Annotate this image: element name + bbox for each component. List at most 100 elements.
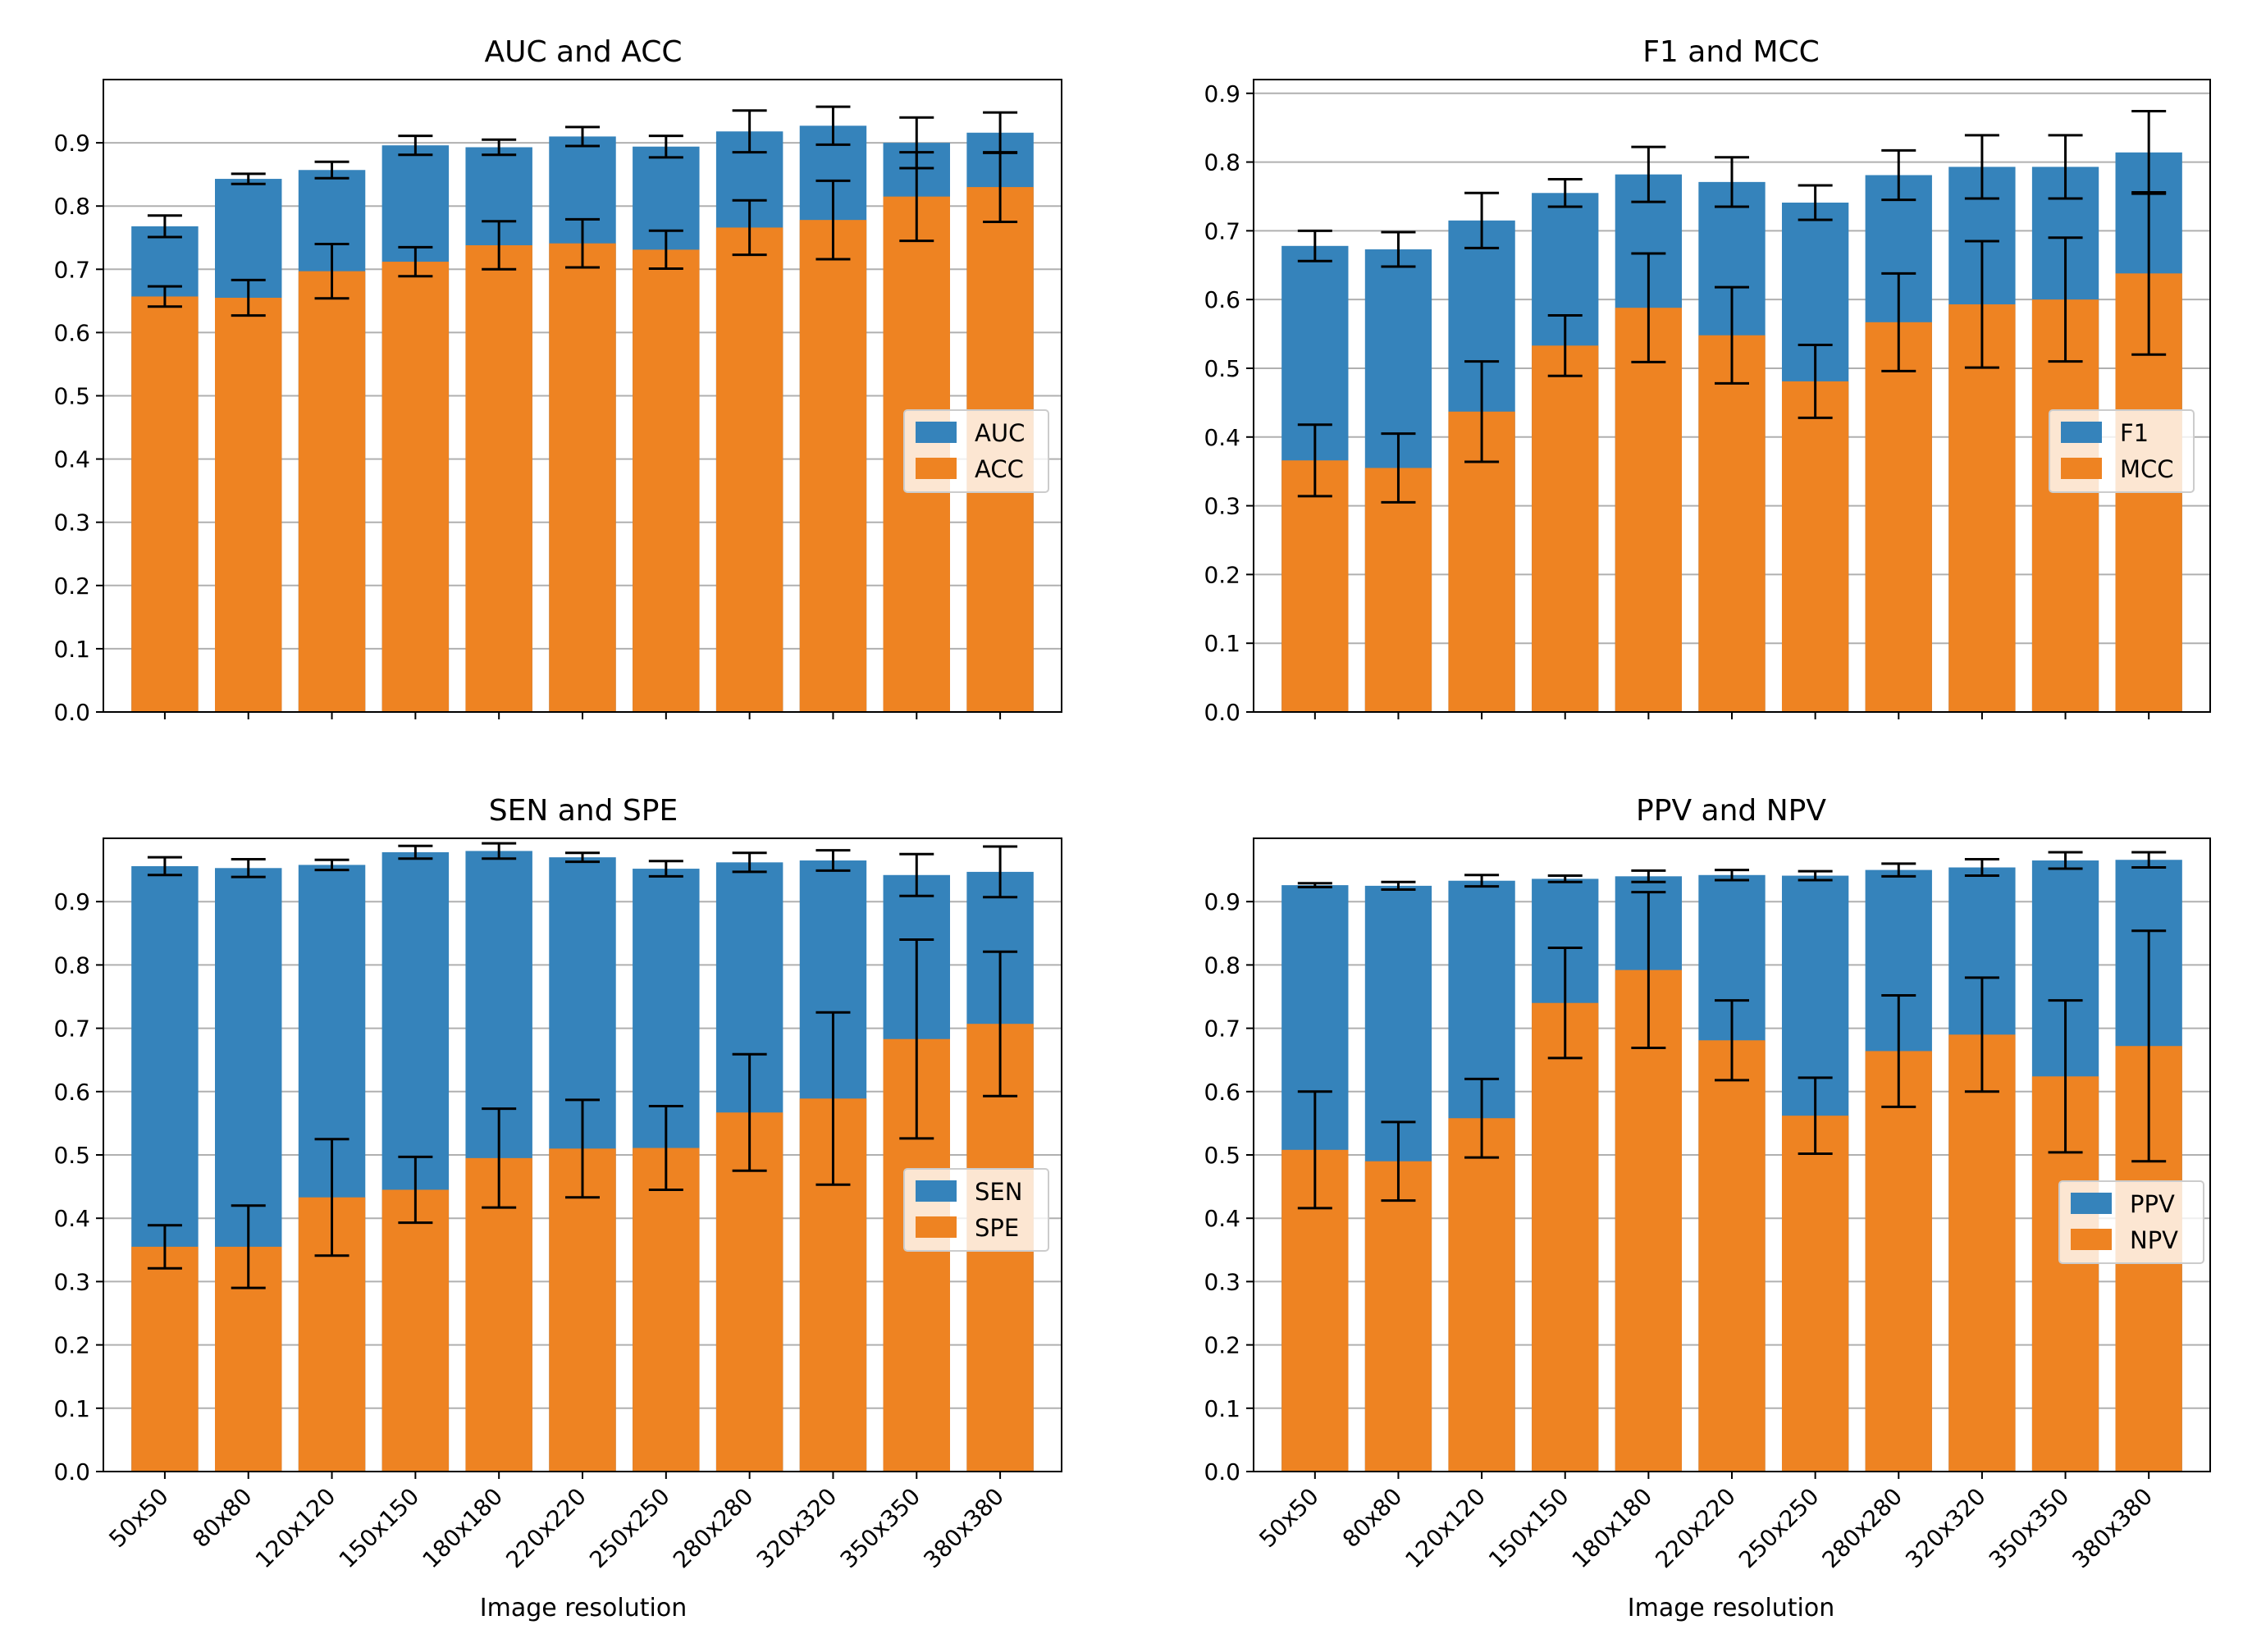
error-bar-acc-350x350 (899, 151, 934, 243)
error-bar-ppv-80x80 (1381, 880, 1416, 892)
bar-mcc-220x220 (1698, 335, 1766, 712)
error-bar-npv-150x150 (1547, 947, 1583, 1060)
error-bar-npv-280x280 (1881, 993, 1916, 1108)
x-tick-label: 80x80 (187, 1483, 257, 1553)
error-bar-mcc-80x80 (1381, 432, 1416, 504)
x-axis-ticks: 50x50 80x80120x120150x150180x180220x22025… (1254, 1472, 2158, 1573)
y-tick-label: 0.4 (53, 1205, 90, 1232)
error-bar-acc-380x380 (983, 151, 1018, 223)
y-axis-ticks: 0.0 0.1 0.2 0.3 0.4 0.5 0.6 0.7 0.8 0.9 (53, 130, 103, 726)
y-tick-label: 0.5 (53, 383, 90, 410)
y-tick-label: 0.5 (53, 1142, 90, 1169)
y-axis-ticks: 0.0 0.1 0.2 0.3 0.4 0.5 0.6 0.7 0.8 0.9 (1204, 80, 1254, 726)
error-bar-ppv-50x50 (1297, 882, 1332, 888)
y-tick-label: 0.8 (1204, 149, 1240, 176)
x-tick-label: 380x380 (2067, 1483, 2158, 1574)
chart-panel-f1-mcc: F1 and MCC 0.00.10.20.30.40.50.60.70.80.… (1204, 35, 2211, 726)
legend-label-sen: SEN (975, 1178, 1022, 1206)
x-tick-label: 320x320 (751, 1483, 843, 1574)
error-bar-sen-320x320 (815, 849, 851, 872)
y-tick-label: 0.1 (1204, 630, 1240, 657)
error-bar-sen-50x50 (147, 856, 182, 877)
error-bar-npv-320x320 (1964, 976, 1999, 1093)
bar-npv-180x180 (1615, 970, 1683, 1472)
y-tick-label: 0.9 (53, 130, 90, 157)
bar-acc-180x180 (465, 245, 532, 712)
bar-acc-220x220 (549, 243, 616, 713)
error-bar-f1-220x220 (1715, 156, 1749, 208)
error-bar-f1-80x80 (1381, 230, 1416, 268)
x-tick-label: 380x380 (918, 1483, 1009, 1574)
legend-swatch-auc (916, 422, 957, 443)
legend-swatch-acc (916, 458, 957, 479)
y-tick-label: 0.3 (53, 1268, 90, 1295)
error-bar-npv-120x120 (1464, 1077, 1500, 1159)
y-tick-label: 0.6 (1204, 1079, 1240, 1106)
error-bar-auc-180x180 (482, 138, 517, 157)
bar-spe-280x280 (715, 1112, 783, 1472)
error-bar-acc-80x80 (231, 278, 266, 317)
error-bar-f1-180x180 (1631, 145, 1666, 203)
error-bar-sen-120x120 (314, 858, 349, 872)
bar-npv-80x80 (1364, 1161, 1432, 1472)
y-tick-label: 0.9 (53, 888, 90, 915)
error-bar-sen-150x150 (398, 844, 433, 860)
y-tick-label: 0.6 (53, 319, 90, 346)
y-tick-label: 0.6 (1204, 286, 1240, 313)
legend-swatch-ppv (2071, 1193, 2112, 1214)
x-tick-label: 180x180 (1567, 1483, 1658, 1574)
legend-label-spe: SPE (975, 1214, 1019, 1242)
chart-title: SEN and SPE (489, 794, 678, 828)
legend-swatch-sen (916, 1180, 957, 1202)
error-bar-sen-380x380 (983, 845, 1018, 899)
error-bar-acc-180x180 (482, 220, 517, 271)
error-bar-acc-120x120 (314, 242, 349, 300)
y-tick-label: 0.5 (1204, 355, 1240, 382)
error-bar-sen-350x350 (899, 852, 934, 897)
error-bar-auc-80x80 (231, 172, 266, 185)
error-bar-sen-220x220 (565, 851, 600, 864)
x-tick-label: 350x350 (1984, 1483, 2075, 1574)
legend-label-mcc: MCC (2120, 455, 2174, 483)
y-tick-label: 0.0 (1204, 1458, 1240, 1485)
y-tick-label: 0.9 (1204, 80, 1240, 107)
error-bar-mcc-280x280 (1881, 272, 1916, 372)
error-bar-sen-80x80 (231, 857, 266, 878)
y-tick-label: 0.2 (1204, 561, 1240, 588)
legend: SEN SPE (903, 1168, 1049, 1252)
error-bar-ppv-180x180 (1631, 869, 1666, 883)
error-bar-acc-50x50 (147, 285, 182, 308)
error-bar-acc-250x250 (648, 229, 683, 271)
y-tick-label: 0.4 (53, 446, 90, 473)
bars (1281, 110, 2182, 713)
error-bar-ppv-280x280 (1881, 862, 1916, 878)
error-bar-ppv-150x150 (1547, 874, 1583, 883)
y-tick-label: 0.6 (53, 1079, 90, 1106)
y-tick-label: 0.7 (1204, 217, 1240, 244)
error-bar-npv-380x380 (2131, 929, 2167, 1163)
bar-mcc-320x320 (1948, 304, 2016, 712)
y-tick-label: 0.0 (53, 1458, 90, 1485)
bar-npv-250x250 (1781, 1116, 1849, 1472)
y-tick-label: 0.7 (53, 256, 90, 283)
x-axis-label: Image resolution (480, 1594, 687, 1622)
legend-swatch-mcc (2061, 458, 2102, 479)
bar-acc-320x320 (799, 220, 867, 712)
bar-npv-120x120 (1448, 1118, 1515, 1472)
legend-label-npv: NPV (2130, 1226, 2178, 1254)
chart-title: PPV and NPV (1636, 794, 1826, 828)
y-tick-label: 0.3 (53, 509, 90, 536)
chart-panel-ppv-npv: PPV and NPV 0.00.10.20.30.40.50.60.70.80… (1204, 794, 2211, 1622)
bar-mcc-280x280 (1865, 322, 1932, 712)
bar-spe-220x220 (549, 1148, 616, 1472)
chart-panel-sen-spe: SEN and SPE 0.00.10.20.30.40.50.60.70.80… (53, 794, 1062, 1622)
error-bar-auc-120x120 (314, 160, 349, 180)
error-bar-mcc-350x350 (2048, 236, 2083, 363)
bar-mcc-250x250 (1781, 381, 1849, 712)
y-tick-label: 0.2 (1204, 1332, 1240, 1359)
bar-acc-280x280 (715, 227, 783, 712)
error-bar-auc-150x150 (398, 135, 433, 157)
y-tick-label: 0.1 (53, 636, 90, 663)
error-bar-auc-250x250 (648, 135, 683, 159)
